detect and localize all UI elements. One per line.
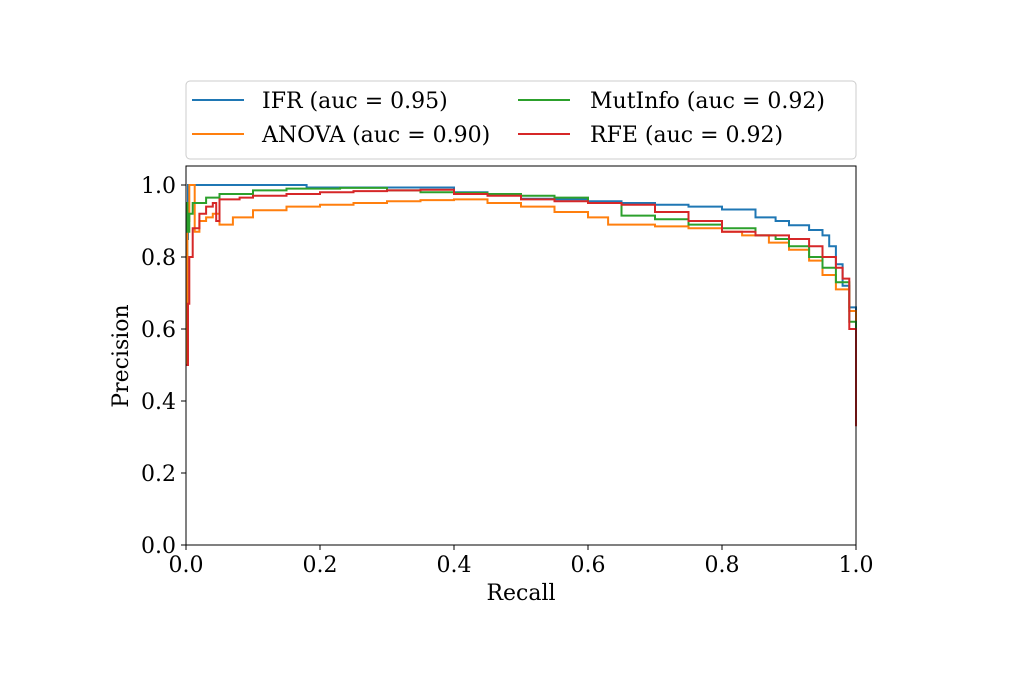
y-tick-label: 0.6 <box>141 318 176 343</box>
y-tick-label: 1.0 <box>141 174 176 199</box>
x-tick-label: 0.6 <box>571 553 606 578</box>
y-axis-ticks: 0.0 0.2 0.4 0.6 0.8 1.0 <box>141 174 186 559</box>
y-tick-label: 0.0 <box>141 534 176 559</box>
x-axis-ticks: 0.0 0.2 0.4 0.6 0.8 1.0 <box>169 545 874 578</box>
y-tick-label: 0.4 <box>141 390 176 415</box>
x-tick-label: 0.8 <box>705 553 740 578</box>
y-axis-label: Precision <box>109 304 134 407</box>
x-axis-label: Recall <box>486 581 555 606</box>
legend-frame <box>185 80 857 160</box>
legend-label-ifr: IFR (auc = 0.95) <box>262 89 448 114</box>
legend-label-mutinfo: MutInfo (auc = 0.92) <box>590 89 825 114</box>
x-tick-label: 0.2 <box>303 553 338 578</box>
x-tick-label: 0.4 <box>437 553 472 578</box>
series-line-anova <box>186 184 857 401</box>
y-tick-label: 0.2 <box>141 462 176 487</box>
legend-label-rfe: RFE (auc = 0.92) <box>590 123 783 148</box>
y-tick-label: 0.8 <box>141 246 176 271</box>
plot-lines <box>186 184 857 427</box>
plot-area-frame <box>185 165 857 546</box>
legend-label-anova: ANOVA (auc = 0.90) <box>261 123 490 148</box>
series-line-mutinfo <box>186 186 857 383</box>
legend: IFR (auc = 0.95) ANOVA (auc = 0.90) MutI… <box>185 80 857 160</box>
x-tick-label: 0.0 <box>169 553 204 578</box>
series-line-ifr <box>186 184 857 419</box>
x-tick-label: 1.0 <box>839 553 874 578</box>
series-line-rfe <box>186 188 857 427</box>
